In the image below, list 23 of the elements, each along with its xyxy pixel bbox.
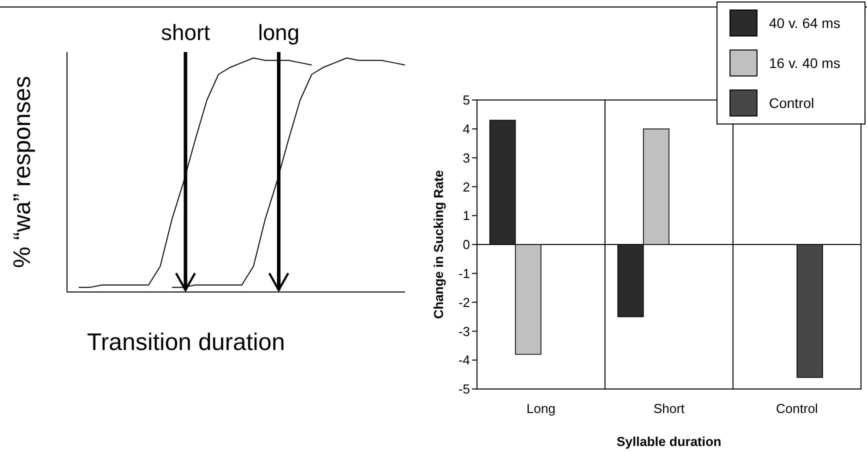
y-tick-label: 4 xyxy=(462,121,470,136)
y-tick-label: -3 xyxy=(458,324,470,339)
y-tick-label: -2 xyxy=(458,294,470,310)
y-tick-label: -1 xyxy=(458,266,470,281)
y-tick-label: -4 xyxy=(458,352,470,368)
y-tick-label: 3 xyxy=(462,150,470,166)
x-axis-title: Transition duration xyxy=(87,329,285,356)
legend-label: 16 v. 40 ms xyxy=(769,54,840,71)
y-axis-title: Change in Sucking Rate xyxy=(431,170,446,319)
x-tick-label: Control xyxy=(776,401,818,416)
y-tick-label: 5 xyxy=(462,92,470,108)
y-tick-label: 0 xyxy=(462,237,470,252)
y-tick-label: -5 xyxy=(458,382,470,397)
text: short xyxy=(161,20,210,45)
legend-label: 40 v. 64 ms xyxy=(769,14,840,31)
x-tick-label: Long xyxy=(526,401,556,416)
y-axis-title: % “wa” responses xyxy=(9,76,36,268)
legend-label: Control xyxy=(769,94,814,111)
y-tick-label: 2 xyxy=(462,179,470,194)
x-tick-label: Short xyxy=(653,401,685,416)
text: long xyxy=(258,20,300,45)
x-axis-title: Syllable duration xyxy=(616,434,722,449)
y-tick-label: 1 xyxy=(462,208,470,224)
